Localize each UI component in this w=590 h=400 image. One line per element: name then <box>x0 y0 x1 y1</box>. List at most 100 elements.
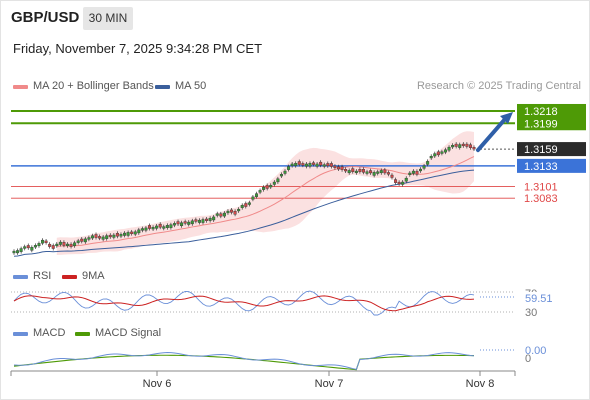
candle-body <box>226 210 230 214</box>
candle-body <box>183 221 187 224</box>
candle-body <box>130 231 134 234</box>
candle-body <box>465 143 469 147</box>
x-tick-nov8: Nov 8 <box>466 378 495 390</box>
candle-body <box>390 174 394 178</box>
candle-body <box>80 238 84 242</box>
candle-body <box>304 163 308 167</box>
last-price-label-bg <box>517 142 586 157</box>
macd-legend-label: MACD <box>33 327 66 339</box>
ma20-legend-label: MA 20 + Bollinger Bands <box>33 80 154 92</box>
datetime-label: Friday, November 7, 2025 9:34:28 PM CET <box>13 41 263 56</box>
candle-body <box>440 151 444 154</box>
pivot-label: 1.3133 <box>524 161 558 173</box>
macd-line <box>13 352 475 370</box>
candle-body <box>244 203 248 207</box>
macd-legend-swatch <box>13 332 28 336</box>
candle-body <box>436 151 440 156</box>
ma50-legend-swatch <box>155 85 170 89</box>
candle-body <box>73 242 77 247</box>
macd-signal-legend-swatch <box>75 332 90 336</box>
candle-body <box>426 161 430 165</box>
support-1-label: 1.3101 <box>524 182 558 194</box>
candle-body <box>401 181 405 185</box>
candle-body <box>212 216 216 221</box>
candle-body <box>197 219 201 223</box>
ma20-line <box>56 156 475 247</box>
candle-body <box>94 234 98 238</box>
rsi-legend-swatch <box>13 275 28 279</box>
candle-body <box>472 147 476 150</box>
rsi-ma-legend-swatch <box>62 275 77 279</box>
candle-body <box>329 163 333 167</box>
timeframe-button[interactable]: 30 MIN <box>83 7 133 30</box>
macd-value: 0.00 <box>525 345 546 357</box>
candle-body <box>397 181 401 185</box>
candle-body <box>433 153 437 157</box>
candle-body <box>265 185 269 189</box>
bollinger-band <box>56 131 474 256</box>
candle-body <box>222 212 226 217</box>
candle-body <box>383 169 387 174</box>
candle-body <box>119 234 123 237</box>
candle-body <box>372 172 376 176</box>
candle-body <box>208 217 212 221</box>
candle-body <box>369 170 373 174</box>
candle-body <box>180 222 184 227</box>
ma50-line <box>13 169 475 257</box>
candle-body <box>354 170 358 174</box>
candle-body <box>272 181 276 185</box>
candle-body <box>379 170 383 174</box>
candle-body <box>187 221 191 225</box>
candle-body <box>101 236 105 240</box>
candle-body <box>247 202 251 205</box>
macd-tick-0: 0 <box>525 353 531 365</box>
macd-signal-line <box>13 354 475 371</box>
candle-body <box>290 163 294 166</box>
candle-body <box>30 247 34 251</box>
rsi-value: 59.51 <box>525 293 553 305</box>
rsi-ma-line <box>13 295 475 312</box>
candle-body <box>283 170 287 174</box>
target-arrow <box>476 115 508 153</box>
candle-body <box>386 172 390 175</box>
candle-body <box>19 248 23 252</box>
candle-body <box>115 232 119 237</box>
candle-body <box>276 178 280 183</box>
candle-body <box>90 235 94 239</box>
candle-body <box>262 186 266 190</box>
x-tick-nov6: Nov 6 <box>143 378 172 390</box>
candle-body <box>105 235 109 239</box>
candle-body <box>33 245 37 248</box>
candle-body <box>51 245 55 249</box>
rsi-tick-30: 30 <box>525 307 537 319</box>
candle-body <box>351 168 355 172</box>
candle-body <box>144 227 148 231</box>
candle-body <box>294 163 298 166</box>
candle-body <box>411 170 415 174</box>
candle-body <box>158 223 162 228</box>
candle-body <box>23 246 27 249</box>
candle-body <box>347 170 351 174</box>
candle-body <box>205 218 209 221</box>
macd-signal-legend-label: MACD Signal <box>95 327 162 339</box>
resistance-1-label-bg <box>517 103 586 118</box>
candle-body <box>408 172 412 175</box>
candle-body <box>233 211 237 215</box>
rsi-line <box>13 290 475 316</box>
candle-body <box>230 209 234 213</box>
candle-body <box>69 243 73 247</box>
candle-body <box>301 163 305 166</box>
candle-body <box>12 250 16 254</box>
resistance-1-label: 1.3218 <box>524 106 558 118</box>
candle-body <box>65 243 69 247</box>
candle-body <box>201 219 205 223</box>
candle-body <box>458 144 462 148</box>
candle-body <box>419 168 423 172</box>
candle-body <box>333 165 337 169</box>
candle-body <box>123 232 127 236</box>
candle-body <box>251 196 255 200</box>
last-price-label: 1.3159 <box>524 144 558 156</box>
candle-body <box>461 143 465 147</box>
candle-body <box>16 250 20 254</box>
